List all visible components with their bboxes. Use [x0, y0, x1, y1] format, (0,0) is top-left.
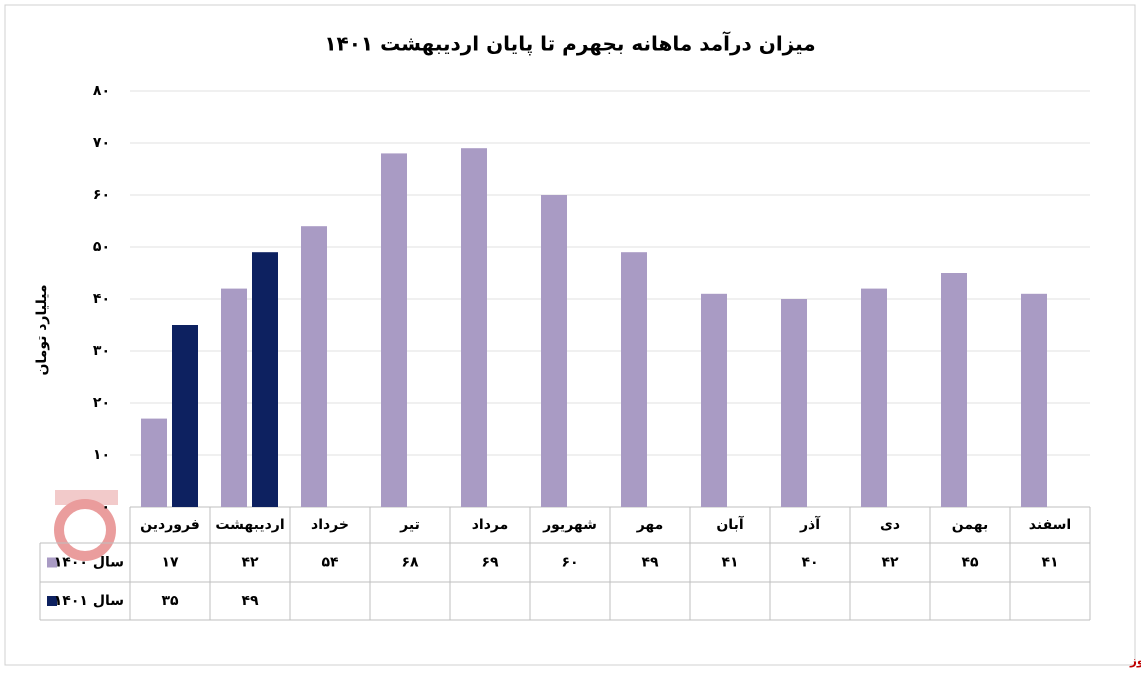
- y-tick-label: ۶۰: [93, 187, 110, 203]
- y-tick-label: ۱۰: [93, 447, 110, 463]
- table-value: ۶۹: [481, 555, 499, 571]
- y-tick-label: ۰: [101, 499, 110, 515]
- x-tick-label: شهریور: [542, 517, 597, 533]
- bar: [301, 226, 327, 507]
- bar: [861, 288, 887, 507]
- y-tick-label: ۲۰: [93, 395, 110, 411]
- table-value: ۴۵: [961, 555, 979, 571]
- legend-swatch: [47, 557, 57, 568]
- x-tick-label: آذر: [799, 515, 821, 533]
- y-tick-label: ۸۰: [93, 83, 110, 99]
- y-tick-label: ۷۰: [93, 135, 110, 151]
- bar: [621, 252, 647, 507]
- table-value: ۳۵: [161, 593, 179, 609]
- x-tick-label: اسفند: [1029, 517, 1071, 533]
- x-tick-label: اردیبهشت: [215, 517, 284, 533]
- x-tick-label: فروردین: [140, 517, 200, 533]
- table-value: ۴۱: [721, 555, 738, 571]
- x-tick-label: مهر: [636, 517, 664, 533]
- table-value: ۴۲: [241, 555, 259, 571]
- legend-swatch: [47, 596, 57, 606]
- y-axis-label: میلیارد تومان: [34, 284, 50, 375]
- legend-label: سال ۱۴۰۱: [54, 593, 124, 609]
- bar: [252, 252, 278, 507]
- bar: [541, 195, 567, 507]
- x-tick-label: مرداد: [472, 517, 509, 533]
- bar: [381, 153, 407, 507]
- y-tick-label: ۴۰: [93, 291, 110, 307]
- y-tick-label: ۳۰: [93, 343, 110, 359]
- legend-label: سال ۱۴۰۰: [54, 555, 124, 571]
- table-value: ۵۴: [321, 555, 339, 571]
- table-value: ۶۰: [561, 555, 578, 571]
- source: بورس نیوز: [1129, 654, 1141, 669]
- table-value: ۶۸: [401, 555, 419, 571]
- bar: [1021, 293, 1047, 507]
- bar: [701, 293, 727, 507]
- bar: [941, 273, 967, 507]
- x-tick-label: آبان: [716, 515, 744, 533]
- y-tick-label: ۵۰: [93, 239, 110, 255]
- table-value: ۴۹: [641, 555, 659, 571]
- table-value: ۴۹: [241, 593, 259, 609]
- bar: [221, 288, 247, 507]
- bar: [141, 418, 167, 507]
- bar: [461, 148, 487, 507]
- logo: [54, 490, 118, 561]
- x-tick-label: دی: [880, 517, 900, 533]
- table-value: ۱۷: [161, 555, 179, 571]
- table-value: ۴۱: [1041, 555, 1058, 571]
- bar: [781, 299, 807, 507]
- table-value: ۴۲: [881, 555, 899, 571]
- table-value: ۴۰: [801, 555, 818, 571]
- x-tick-label: تیر: [399, 517, 420, 533]
- bar: [172, 325, 198, 507]
- x-tick-label: خرداد: [311, 517, 349, 533]
- x-tick-label: بهمن: [952, 517, 988, 533]
- chart-title: میزان درآمد ماهانه بجهرم تا پایان اردیبه…: [324, 31, 815, 57]
